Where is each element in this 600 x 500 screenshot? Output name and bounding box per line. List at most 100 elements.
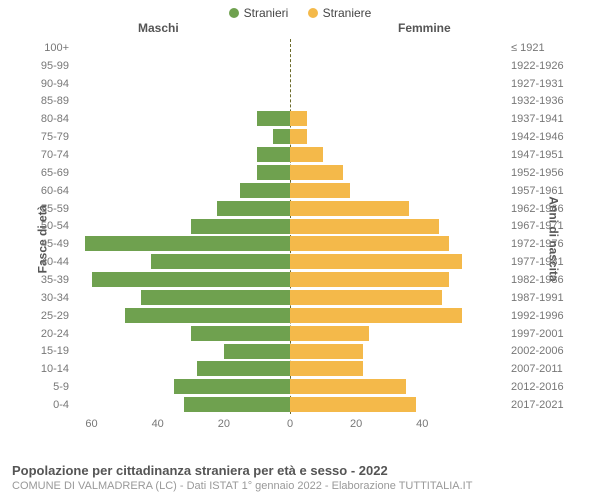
pyramid-row: 50-541967-1971 bbox=[75, 218, 505, 236]
age-label: 25-29 bbox=[41, 310, 75, 322]
pyramid-row: 95-991922-1926 bbox=[75, 57, 505, 75]
pyramid-row: 5-92012-2016 bbox=[75, 378, 505, 396]
footer-subtitle: COMUNE DI VALMADRERA (LC) - Dati ISTAT 1… bbox=[12, 480, 588, 492]
pyramid-row: 75-791942-1946 bbox=[75, 128, 505, 146]
birth-year-label: 1962-1966 bbox=[505, 203, 564, 215]
birth-year-label: 1937-1941 bbox=[505, 113, 564, 125]
birth-year-label: ≤ 1921 bbox=[505, 42, 545, 54]
age-label: 40-44 bbox=[41, 256, 75, 268]
pyramid-row: 100+≤ 1921 bbox=[75, 39, 505, 57]
bar-male bbox=[184, 397, 290, 412]
legend-swatch-male bbox=[229, 8, 239, 18]
bar-male bbox=[224, 344, 290, 359]
birth-year-label: 2012-2016 bbox=[505, 381, 564, 393]
pyramid-row: 80-841937-1941 bbox=[75, 110, 505, 128]
age-label: 15-19 bbox=[41, 345, 75, 357]
age-label: 100+ bbox=[44, 42, 75, 54]
birth-year-label: 1987-1991 bbox=[505, 292, 564, 304]
birth-year-label: 1947-1951 bbox=[505, 149, 564, 161]
x-tick: 40 bbox=[152, 418, 164, 430]
age-label: 90-94 bbox=[41, 78, 75, 90]
bar-male bbox=[85, 236, 290, 251]
bar-female bbox=[290, 129, 307, 144]
legend: Stranieri Straniere bbox=[0, 0, 600, 21]
legend-label-male: Stranieri bbox=[244, 6, 289, 20]
age-label: 95-99 bbox=[41, 60, 75, 72]
birth-year-label: 1982-1986 bbox=[505, 274, 564, 286]
age-label: 60-64 bbox=[41, 185, 75, 197]
birth-year-label: 1972-1976 bbox=[505, 238, 564, 250]
birth-year-label: 1957-1961 bbox=[505, 185, 564, 197]
pyramid-row: 40-441977-1981 bbox=[75, 253, 505, 271]
bar-male bbox=[217, 201, 290, 216]
age-label: 5-9 bbox=[53, 381, 75, 393]
bar-female bbox=[290, 379, 406, 394]
legend-item-female: Straniere bbox=[308, 6, 372, 20]
birth-year-label: 1927-1931 bbox=[505, 78, 564, 90]
header-female: Femmine bbox=[398, 21, 451, 35]
bar-male bbox=[257, 111, 290, 126]
bar-male bbox=[197, 361, 290, 376]
age-label: 50-54 bbox=[41, 220, 75, 232]
age-label: 20-24 bbox=[41, 328, 75, 340]
age-label: 55-59 bbox=[41, 203, 75, 215]
birth-year-label: 1952-1956 bbox=[505, 167, 564, 179]
pyramid-row: 90-941927-1931 bbox=[75, 75, 505, 93]
pyramid-row: 25-291992-1996 bbox=[75, 307, 505, 325]
pyramid-row: 65-691952-1956 bbox=[75, 164, 505, 182]
bar-female bbox=[290, 236, 449, 251]
plot-area: 100+≤ 192195-991922-192690-941927-193185… bbox=[75, 39, 505, 414]
age-label: 85-89 bbox=[41, 95, 75, 107]
pyramid-row: 85-891932-1936 bbox=[75, 93, 505, 111]
birth-year-label: 1977-1981 bbox=[505, 256, 564, 268]
age-label: 0-4 bbox=[53, 399, 75, 411]
bar-female bbox=[290, 147, 323, 162]
bar-female bbox=[290, 326, 369, 341]
x-tick: 20 bbox=[350, 418, 362, 430]
age-label: 45-49 bbox=[41, 238, 75, 250]
bar-male bbox=[257, 165, 290, 180]
bar-female bbox=[290, 201, 409, 216]
birth-year-label: 1992-1996 bbox=[505, 310, 564, 322]
legend-swatch-female bbox=[308, 8, 318, 18]
bar-male bbox=[273, 129, 290, 144]
birth-year-label: 2017-2021 bbox=[505, 399, 564, 411]
birth-year-label: 2002-2006 bbox=[505, 345, 564, 357]
bar-female bbox=[290, 219, 439, 234]
age-label: 80-84 bbox=[41, 113, 75, 125]
bar-male bbox=[92, 272, 290, 287]
x-tick: 40 bbox=[416, 418, 428, 430]
population-pyramid: Fasce di età Anni di nascita 100+≤ 19219… bbox=[20, 39, 580, 439]
x-axis: 60402002040 bbox=[75, 414, 505, 439]
header-male: Maschi bbox=[138, 21, 179, 35]
birth-year-label: 1967-1971 bbox=[505, 220, 564, 232]
birth-year-label: 1932-1936 bbox=[505, 95, 564, 107]
bar-male bbox=[257, 147, 290, 162]
bar-female bbox=[290, 111, 307, 126]
x-tick: 60 bbox=[85, 418, 97, 430]
age-label: 35-39 bbox=[41, 274, 75, 286]
birth-year-label: 1997-2001 bbox=[505, 328, 564, 340]
bar-male bbox=[141, 290, 290, 305]
bar-female bbox=[290, 183, 350, 198]
age-label: 65-69 bbox=[41, 167, 75, 179]
bar-male bbox=[191, 326, 290, 341]
pyramid-row: 70-741947-1951 bbox=[75, 146, 505, 164]
bar-female bbox=[290, 254, 462, 269]
pyramid-row: 10-142007-2011 bbox=[75, 360, 505, 378]
bar-male bbox=[240, 183, 290, 198]
birth-year-label: 1922-1926 bbox=[505, 60, 564, 72]
age-label: 30-34 bbox=[41, 292, 75, 304]
bar-female bbox=[290, 165, 343, 180]
pyramid-row: 55-591962-1966 bbox=[75, 200, 505, 218]
legend-item-male: Stranieri bbox=[229, 6, 289, 20]
age-label: 70-74 bbox=[41, 149, 75, 161]
age-label: 10-14 bbox=[41, 363, 75, 375]
pyramid-row: 45-491972-1976 bbox=[75, 235, 505, 253]
x-tick: 20 bbox=[218, 418, 230, 430]
bar-male bbox=[174, 379, 290, 394]
birth-year-label: 2007-2011 bbox=[505, 363, 563, 375]
legend-label-female: Straniere bbox=[323, 6, 372, 20]
bar-female bbox=[290, 344, 363, 359]
bar-male bbox=[191, 219, 290, 234]
